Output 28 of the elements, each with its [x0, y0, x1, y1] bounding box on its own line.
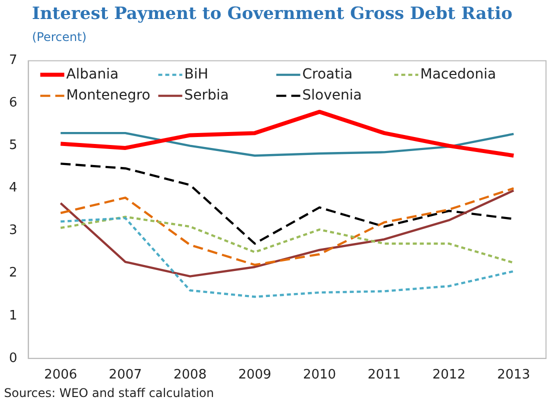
x-tick-label: 2011 [368, 368, 401, 383]
y-tick-label: 7 [8, 53, 18, 68]
x-tick-label: 2010 [302, 368, 336, 383]
legend-label: Slovenia [302, 87, 362, 104]
chart-subtitle: (Percent) [32, 30, 87, 44]
y-tick-label: 5 [8, 138, 18, 154]
x-tick-label: 2008 [174, 368, 207, 383]
x-tick-label: 2006 [44, 368, 78, 383]
source-note: Sources: WEO and staff calculation [4, 386, 214, 400]
y-tick-label: 2 [8, 266, 18, 281]
line-series [60, 216, 515, 264]
x-tick-label: 2012 [432, 368, 466, 383]
y-tick-label: 3 [8, 223, 18, 238]
y-tick-label: 0 [8, 350, 18, 366]
chart-title: Interest Payment to Government Gross Debt Ratio [32, 4, 512, 24]
x-tick-label: 2013 [497, 368, 530, 383]
line-series [60, 217, 515, 298]
legend-label: Macedonia [420, 66, 496, 82]
legend-label: Montenegro [66, 87, 150, 104]
y-tick-label: 6 [8, 96, 18, 111]
x-tick-label: 2007 [108, 368, 142, 383]
y-tick-label: 1 [8, 308, 18, 324]
legend-label: Albania [66, 66, 119, 82]
legend-label: BiH [184, 66, 208, 82]
legend-label: Croatia [302, 66, 353, 82]
y-tick-label: 4 [8, 180, 18, 196]
x-tick-label: 2009 [238, 368, 272, 383]
legend-label: Serbia [184, 87, 229, 104]
